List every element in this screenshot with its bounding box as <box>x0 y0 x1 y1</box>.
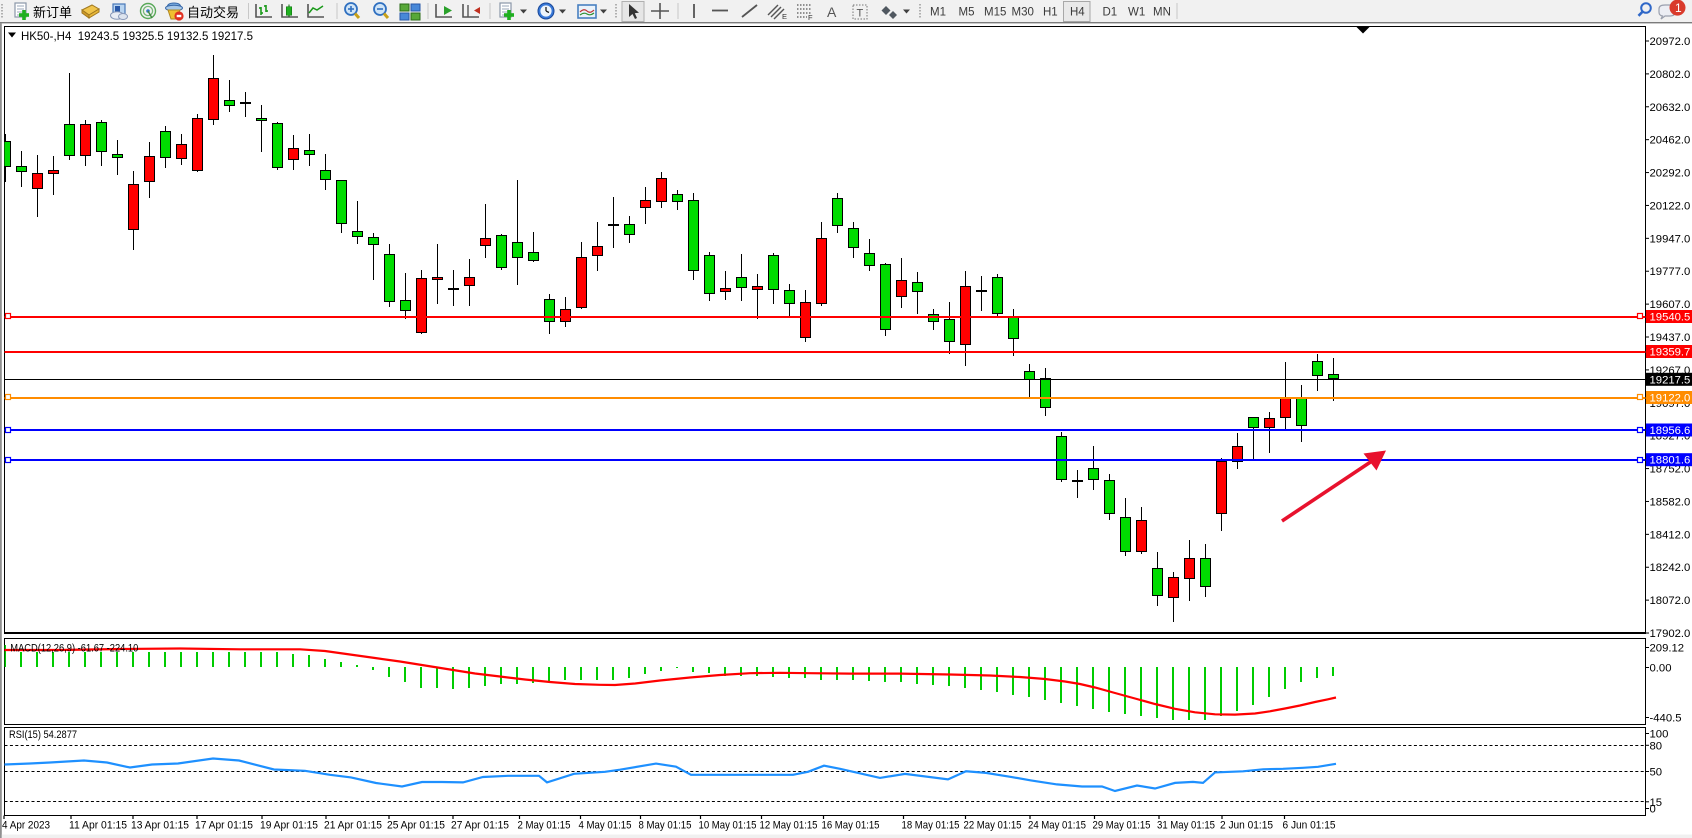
svg-text:16 May 01:15: 16 May 01:15 <box>822 820 880 832</box>
svg-text:100: 100 <box>1650 729 1669 741</box>
svg-text:18072.0: 18072.0 <box>1650 595 1691 607</box>
svg-text:19540.5: 19540.5 <box>1650 312 1691 324</box>
svg-text:M1: M1 <box>930 7 946 19</box>
svg-text:20122.0: 20122.0 <box>1650 200 1691 212</box>
svg-text:H1: H1 <box>1043 7 1058 19</box>
svg-text:T: T <box>857 8 864 20</box>
svg-text:-440.5: -440.5 <box>1650 713 1682 725</box>
svg-text:8 May 01:15: 8 May 01:15 <box>639 820 692 832</box>
svg-text:17902.0: 17902.0 <box>1650 628 1691 640</box>
svg-text:19359.7: 19359.7 <box>1650 347 1691 359</box>
svg-text:20632.0: 20632.0 <box>1650 102 1691 114</box>
svg-text:19122.0: 19122.0 <box>1650 393 1691 405</box>
svg-text:50: 50 <box>1650 767 1663 779</box>
svg-text:MN: MN <box>1153 7 1171 19</box>
svg-text:E: E <box>782 12 787 21</box>
svg-text:1: 1 <box>1675 1 1682 15</box>
svg-text:H4: H4 <box>1070 7 1085 19</box>
svg-text:13 Apr 01:15: 13 Apr 01:15 <box>131 820 189 832</box>
svg-text:HK50-,H4 19243.5 19325.5 1913: HK50-,H4 19243.5 19325.5 19132.5 19217.5 <box>21 30 253 43</box>
svg-text:18801.6: 18801.6 <box>1650 455 1691 467</box>
svg-text:18 May 01:15: 18 May 01:15 <box>902 820 960 832</box>
svg-text:24 May 01:15: 24 May 01:15 <box>1028 820 1086 832</box>
svg-text:19 Apr 01:15: 19 Apr 01:15 <box>260 820 318 832</box>
svg-text:17 Apr 01:15: 17 Apr 01:15 <box>195 820 253 832</box>
svg-text:19947.0: 19947.0 <box>1650 233 1691 245</box>
svg-text:19217.5: 19217.5 <box>1650 374 1691 386</box>
svg-text:A: A <box>827 4 837 20</box>
svg-text:19607.0: 19607.0 <box>1650 299 1691 311</box>
svg-text:20462.0: 20462.0 <box>1650 135 1691 147</box>
svg-text:0.00: 0.00 <box>1650 663 1672 675</box>
svg-text:18752.0: 18752.0 <box>1650 464 1691 476</box>
svg-text:F: F <box>808 13 813 22</box>
svg-text:27 Apr 01:15: 27 Apr 01:15 <box>451 820 509 832</box>
svg-text:20292.0: 20292.0 <box>1650 168 1691 180</box>
svg-text:4 Apr 2023: 4 Apr 2023 <box>2 820 50 832</box>
svg-text:18242.0: 18242.0 <box>1650 562 1691 574</box>
svg-text:19777.0: 19777.0 <box>1650 266 1691 278</box>
svg-text:RSI(15) 54.2877: RSI(15) 54.2877 <box>9 729 77 741</box>
svg-text:6 Jun 01:15: 6 Jun 01:15 <box>1283 820 1336 832</box>
svg-text:18582.0: 18582.0 <box>1650 496 1691 508</box>
svg-text:MACD(12,26,9) -61.67 -224.10: MACD(12,26,9) -61.67 -224.10 <box>10 642 138 654</box>
svg-text:15: 15 <box>1650 797 1663 809</box>
svg-text:新订单: 新订单 <box>33 5 72 20</box>
svg-text:20972.0: 20972.0 <box>1650 36 1691 48</box>
svg-text:M15: M15 <box>984 7 1006 19</box>
svg-text:31 May 01:15: 31 May 01:15 <box>1157 820 1215 832</box>
svg-text:0: 0 <box>1650 804 1656 816</box>
svg-text:18412.0: 18412.0 <box>1650 529 1691 541</box>
svg-text:11 Apr 01:15: 11 Apr 01:15 <box>69 820 127 832</box>
svg-text:21 Apr 01:15: 21 Apr 01:15 <box>324 820 382 832</box>
svg-text:12 May 01:15: 12 May 01:15 <box>760 820 818 832</box>
svg-text:D1: D1 <box>1103 7 1118 19</box>
svg-text:10 May 01:15: 10 May 01:15 <box>699 820 757 832</box>
svg-text:M30: M30 <box>1012 7 1034 19</box>
svg-text:M5: M5 <box>959 7 975 19</box>
svg-text:18956.6: 18956.6 <box>1650 425 1691 437</box>
svg-text:4 May 01:15: 4 May 01:15 <box>579 820 632 832</box>
svg-text:25 Apr 01:15: 25 Apr 01:15 <box>387 820 445 832</box>
svg-text:2 Jun 01:15: 2 Jun 01:15 <box>1220 820 1273 832</box>
svg-text:209.12: 209.12 <box>1650 643 1685 655</box>
svg-text:20802.0: 20802.0 <box>1650 69 1691 81</box>
svg-text:80: 80 <box>1650 740 1663 752</box>
svg-text:19437.0: 19437.0 <box>1650 332 1691 344</box>
svg-text:W1: W1 <box>1128 7 1145 19</box>
svg-text:29 May 01:15: 29 May 01:15 <box>1093 820 1151 832</box>
svg-text:2 May 01:15: 2 May 01:15 <box>518 820 571 832</box>
svg-text:自动交易: 自动交易 <box>187 5 239 20</box>
svg-text:22 May 01:15: 22 May 01:15 <box>964 820 1022 832</box>
